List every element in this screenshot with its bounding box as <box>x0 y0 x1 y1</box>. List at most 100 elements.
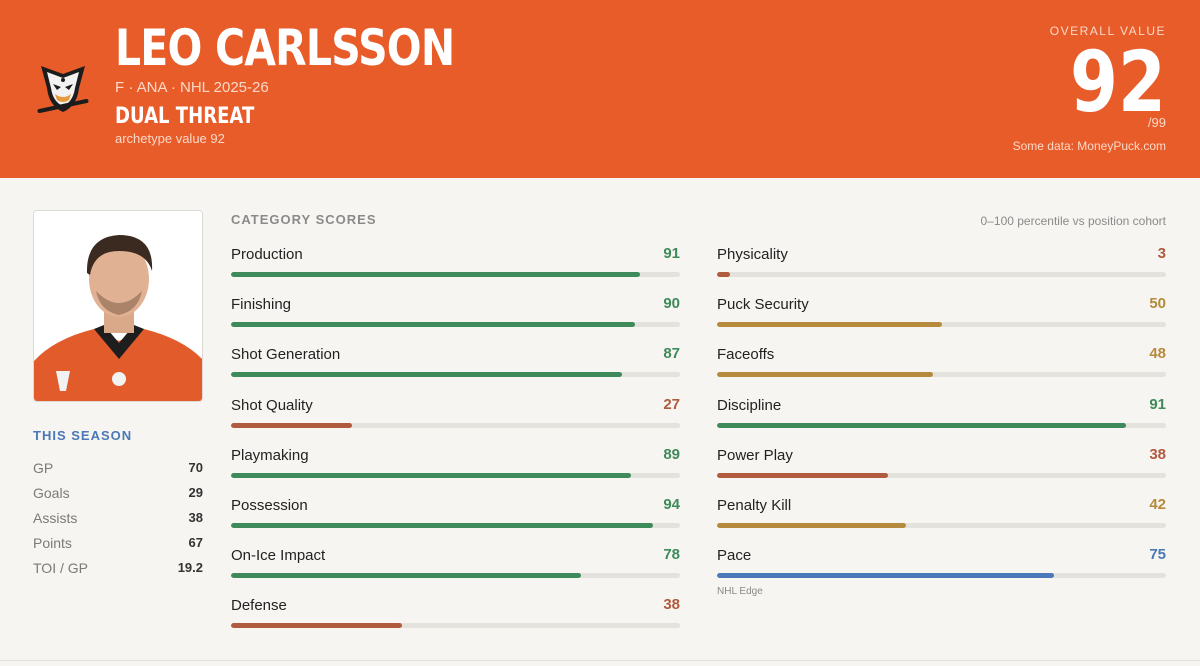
metric-value: 91 <box>1149 395 1166 413</box>
metric-value: 27 <box>663 395 680 413</box>
metric-production: Production 91 <box>231 245 680 295</box>
stat-value: 29 <box>188 485 203 500</box>
metric-value: 89 <box>663 445 680 463</box>
metric-value: 87 <box>663 345 680 363</box>
overall-value: 92 <box>1070 33 1166 131</box>
metric-power-play: Power Play 38 <box>717 446 1166 496</box>
metric-label: Defense <box>231 597 287 615</box>
metric-label: Power Play <box>717 446 793 464</box>
metric-label: On-Ice Impact <box>231 547 326 565</box>
metric-bar-fill <box>231 422 353 428</box>
category-scores-note: 0–100 percentile vs position cohort <box>980 214 1166 228</box>
metric-shot-quality: Shot Quality 27 <box>231 396 680 446</box>
season-title: THIS SEASON <box>33 428 133 443</box>
metric-bar-fill <box>717 472 888 478</box>
metric-bar-track <box>231 272 680 277</box>
metric-label: Playmaking <box>231 446 309 464</box>
metric-bar-fill <box>231 272 640 277</box>
metric-value: 38 <box>663 596 680 614</box>
metric-bar-track <box>231 573 680 579</box>
category-column-left: Production 91 Finishing 90 Shot Generati… <box>231 245 680 647</box>
stat-row-points: Points 67 <box>33 530 203 555</box>
metric-label: Possession <box>231 496 308 514</box>
metric-physicality: Physicality 3 <box>717 245 1166 295</box>
overall-value-label: OVERALL VALUE <box>1049 24 1166 38</box>
metric-bar-track <box>231 422 680 428</box>
metric-label: Pace <box>717 547 752 565</box>
category-column-right: Physicality 3 Puck Security 50 Faceoffs … <box>717 245 1166 598</box>
player-meta: F · ANA · NHL 2025-26 <box>115 79 269 96</box>
archetype-value: archetype value 92 <box>115 131 225 146</box>
stat-row-goals: Goals 29 <box>33 480 203 505</box>
metric-bar-track <box>717 372 1166 378</box>
metric-label: Penalty Kill <box>717 496 792 514</box>
metric-bar-fill <box>717 573 1054 579</box>
metric-faceoffs: Faceoffs 48 <box>717 345 1166 395</box>
stat-value: 38 <box>188 510 203 525</box>
metric-bar-track <box>231 522 680 528</box>
metric-bar-track <box>717 272 1166 277</box>
player-name: LEO CARLSSON <box>115 19 455 77</box>
metric-on-ice-impact: On-Ice Impact 78 <box>231 546 680 596</box>
metric-shot-generation: Shot Generation 87 <box>231 345 680 395</box>
season-stats: GP 70 Goals 29 Assists 38 Points 67 TOI … <box>33 455 203 580</box>
metric-value: 38 <box>1149 445 1166 463</box>
metric-bar-fill <box>231 372 622 378</box>
player-photo <box>33 210 203 402</box>
stat-value: 70 <box>188 460 203 475</box>
stat-label: Goals <box>33 484 70 501</box>
metric-bar-track <box>231 322 680 328</box>
metric-source-note: NHL Edge <box>717 586 763 598</box>
metric-label: Discipline <box>717 396 782 414</box>
metric-value: 94 <box>663 495 680 513</box>
metric-label: Shot Generation <box>231 346 341 364</box>
metric-bar-fill <box>717 272 731 277</box>
metric-value: 48 <box>1149 345 1166 363</box>
stat-row-toi: TOI / GP 19.2 <box>33 555 203 580</box>
metric-value: 91 <box>663 245 680 262</box>
metric-label: Puck Security <box>717 296 809 314</box>
metric-label: Finishing <box>231 296 292 314</box>
metric-discipline: Discipline 91 <box>717 396 1166 446</box>
player-header: LEO CARLSSON F · ANA · NHL 2025-26 DUAL … <box>0 0 1200 178</box>
data-source: Some data: MoneyPuck.com <box>1012 139 1166 153</box>
category-scores-title: CATEGORY SCORES <box>231 212 377 227</box>
metric-bar-track <box>231 472 680 478</box>
metric-bar-fill <box>231 522 654 528</box>
stat-row-gp: GP 70 <box>33 455 203 480</box>
metric-bar-track <box>717 322 1166 328</box>
metric-value: 42 <box>1149 495 1166 513</box>
metric-pace: Pace 75 NHL Edge <box>717 546 1166 598</box>
stat-row-assists: Assists 38 <box>33 505 203 530</box>
stat-value: 19.2 <box>177 560 203 575</box>
team-logo-icon <box>33 60 93 116</box>
metric-bar-track <box>717 573 1166 579</box>
metric-value: 50 <box>1149 295 1166 313</box>
metric-label: Physicality <box>717 246 788 263</box>
stat-label: GP <box>33 459 54 476</box>
metric-bar-fill <box>231 472 631 478</box>
stat-value: 67 <box>188 535 203 550</box>
metric-finishing: Finishing 90 <box>231 295 680 345</box>
metric-playmaking: Playmaking 89 <box>231 446 680 496</box>
metric-value: 3 <box>1157 245 1166 262</box>
archetype-label: DUAL THREAT <box>115 104 255 129</box>
metric-bar-track <box>717 422 1166 428</box>
footer-divider <box>0 660 1200 661</box>
metric-bar-track <box>231 372 680 378</box>
overall-max: /99 <box>1147 115 1166 130</box>
metric-label: Faceoffs <box>717 346 775 364</box>
metric-bar-fill <box>717 372 933 378</box>
stat-label: Assists <box>33 509 78 526</box>
metric-penalty-kill: Penalty Kill 42 <box>717 496 1166 546</box>
metric-bar-fill <box>717 322 942 328</box>
metric-bar-fill <box>717 522 906 528</box>
metric-defense: Defense 38 <box>231 596 680 646</box>
metric-value: 90 <box>663 295 680 313</box>
metric-bar-track <box>231 623 680 629</box>
metric-puck-security: Puck Security 50 <box>717 295 1166 345</box>
metric-bar-track <box>717 472 1166 478</box>
player-headshot-icon <box>34 211 202 401</box>
stat-label: TOI / GP <box>33 559 88 576</box>
metric-possession: Possession 94 <box>231 496 680 546</box>
